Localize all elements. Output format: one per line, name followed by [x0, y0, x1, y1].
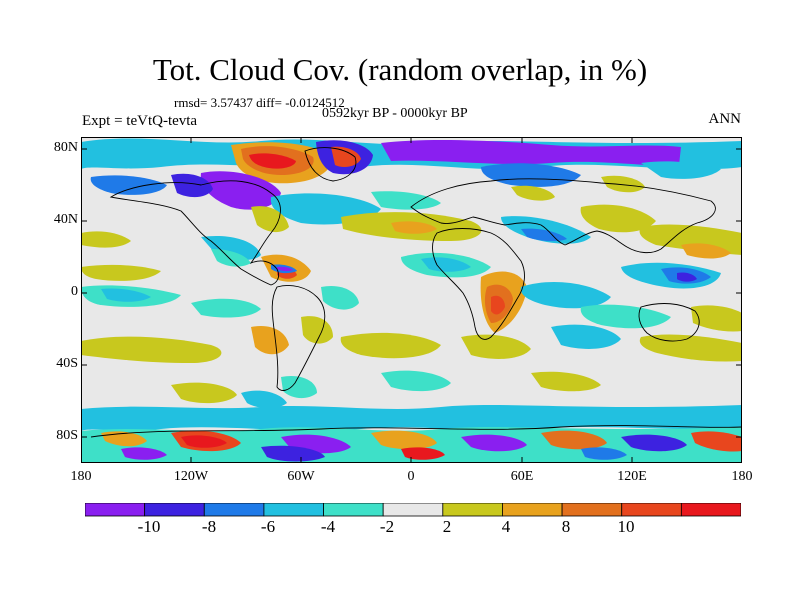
colorbar-swatch [144, 503, 205, 517]
lon-label-180e: 180 [731, 469, 753, 484]
colorbar-swatch [680, 503, 741, 517]
lat-label-80n: 80N [53, 140, 78, 155]
colorbar-label: -8 [201, 517, 217, 536]
colorbar-swatch [561, 503, 623, 517]
plot-title: Tot. Cloud Cov. (random overlap, in %) [152, 52, 648, 87]
lon-label-60w: 60W [287, 469, 315, 484]
anomaly-field [81, 137, 742, 463]
season-label: ANN [708, 111, 742, 127]
coastlines [90, 147, 742, 438]
period-label: 0592kyr BP - 0000kyr BP [322, 106, 468, 121]
colorbar-swatch [323, 503, 384, 517]
lat-label-80s: 80S [56, 428, 78, 443]
colorbar-swatch [442, 503, 503, 517]
colorbar-swatch [502, 503, 563, 517]
lon-label-0: 0 [407, 469, 415, 484]
colorbar-label: 4 [501, 517, 511, 536]
lon-label-120w: 120W [173, 469, 209, 484]
stats-label: rmsd= 3.57437 diff= -0.0124512 [174, 95, 345, 110]
colorbar-label: -6 [260, 517, 276, 536]
lon-label-60e: 60E [510, 469, 534, 484]
colorbar-swatch [85, 503, 146, 517]
colorbar-label: -2 [379, 517, 395, 536]
colorbar-label: 2 [442, 517, 452, 536]
lon-label-120e: 120E [617, 469, 647, 484]
lat-label-0: 0 [71, 284, 78, 299]
colorbar-label: 8 [561, 517, 571, 536]
lat-label-40s: 40S [56, 356, 78, 371]
cloud-cover-map [81, 137, 742, 463]
map-frame [81, 137, 742, 463]
colorbar-label: 10 [617, 517, 635, 536]
colorbar-label: -10 [137, 517, 161, 536]
colorbar-swatch [382, 503, 444, 517]
colorbar-swatch [263, 503, 324, 517]
experiment-label: Expt = teVtQ-tevta [82, 113, 198, 129]
colorbar-label: -4 [320, 517, 336, 536]
lat-label-40n: 40N [53, 212, 78, 227]
colorbar-swatch [203, 503, 265, 517]
colorbar-swatch [621, 503, 682, 517]
lon-label-180w: 180 [70, 469, 92, 484]
colorbar [85, 503, 741, 517]
